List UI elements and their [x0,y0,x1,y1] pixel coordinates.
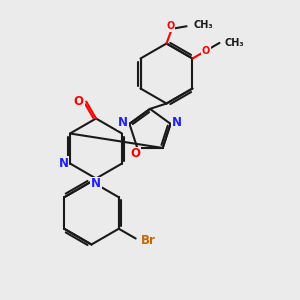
Text: N: N [91,177,101,190]
Text: CH₃: CH₃ [225,38,244,48]
Text: N: N [58,157,68,170]
Text: O: O [202,46,210,56]
Text: O: O [74,95,84,108]
Text: O: O [166,21,175,31]
Text: Br: Br [141,234,156,248]
Text: N: N [118,116,128,129]
Text: N: N [172,116,182,129]
Text: CH₃: CH₃ [193,20,213,30]
Text: O: O [130,148,140,160]
